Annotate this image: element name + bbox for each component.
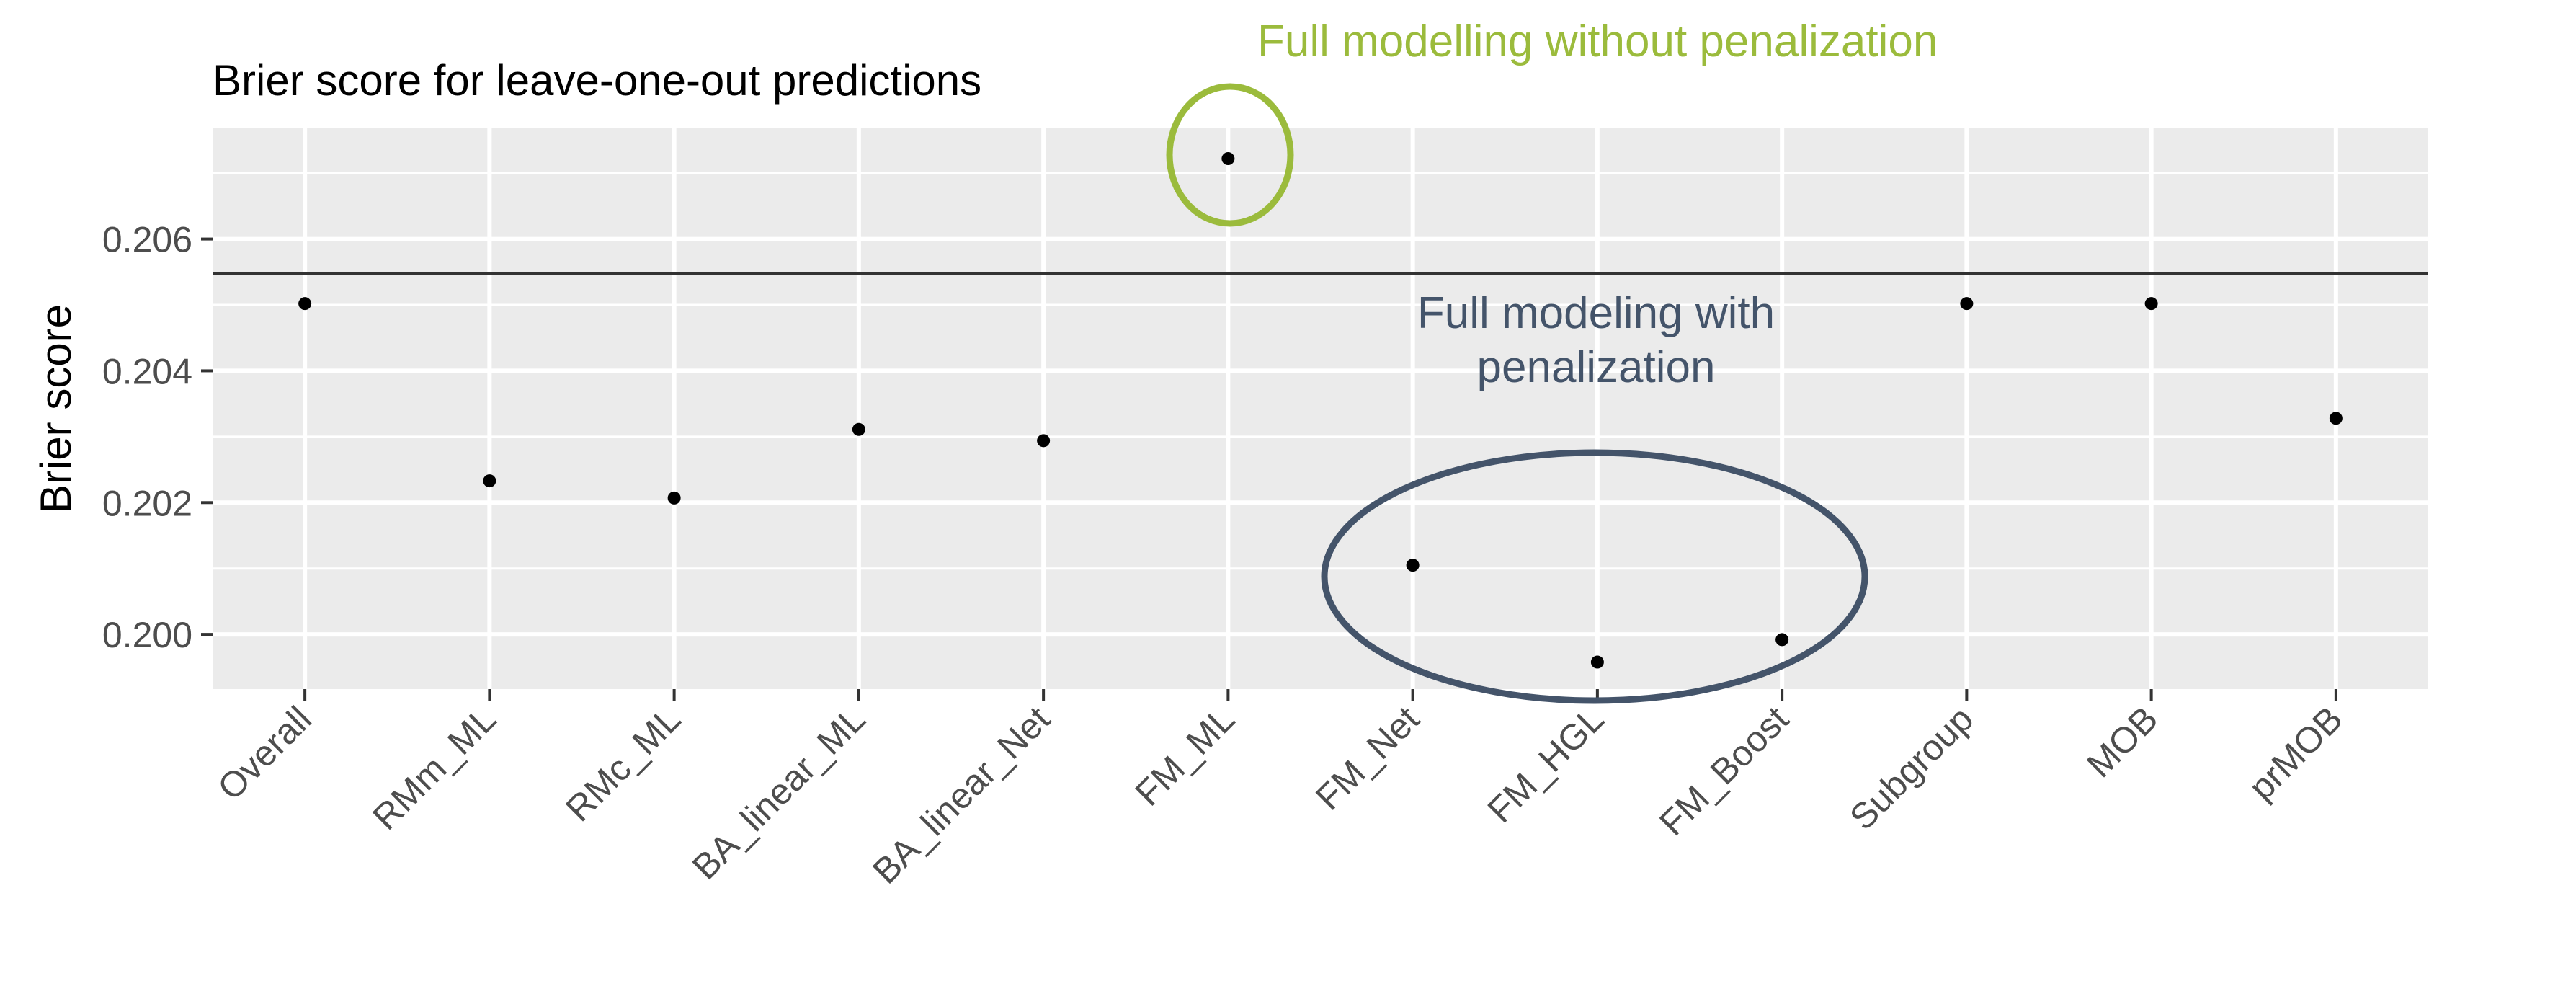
- y-tick-label: 0.200: [102, 615, 192, 655]
- y-tick-label: 0.204: [102, 351, 192, 391]
- data-point-fm-boost: [1775, 633, 1789, 647]
- plot-panel: [213, 128, 2428, 689]
- x-tick-label: BA_linear_Net: [865, 698, 1058, 892]
- data-points: [298, 152, 2343, 669]
- annotation-penalized-label-line1: Full modeling with: [1417, 288, 1775, 338]
- data-point-rmc-ml: [667, 491, 681, 505]
- data-point-overall: [298, 297, 312, 311]
- chart-title: Brier score for leave-one-out prediction…: [213, 56, 981, 105]
- x-tick-label: FM_Boost: [1652, 698, 1796, 843]
- major-gridlines-x: [303, 128, 2338, 689]
- y-tick-label: 0.206: [102, 220, 192, 260]
- data-point-subgroup: [1960, 297, 1974, 311]
- y-axis-ticks: 0.200 0.202 0.204 0.206: [102, 220, 213, 655]
- x-tick-label: FM_HGL: [1480, 698, 1612, 830]
- x-tick-label: Subgroup: [1842, 698, 1981, 838]
- x-tick-label: MOB: [2079, 698, 2165, 785]
- data-point-fm-ml: [1221, 152, 1235, 166]
- x-tick-label: RMm_ML: [365, 698, 504, 838]
- data-point-fm-hgl: [1590, 655, 1604, 669]
- x-tick-label: Overall: [210, 698, 319, 808]
- data-point-rmm-ml: [483, 474, 496, 488]
- major-gridlines-y: [213, 236, 2428, 637]
- y-axis-title: Brier score: [32, 304, 80, 513]
- data-point-ba-linear-net: [1037, 434, 1051, 448]
- x-tick-label: FM_ML: [1128, 698, 1242, 813]
- minor-gridlines: [213, 172, 2428, 570]
- annotation-penalized-label-line2: penalization: [1477, 342, 1716, 392]
- annotation-penalized-ellipse: [1321, 449, 1868, 704]
- data-point-mob: [2144, 297, 2158, 311]
- y-tick-label: 0.202: [102, 483, 192, 523]
- x-tick-label: FM_Net: [1308, 698, 1427, 817]
- data-point-prmob: [2329, 412, 2343, 425]
- x-tick-label: prMOB: [2241, 698, 2350, 808]
- annotation-unpenalized-label: Full modelling without penalization: [1257, 17, 1938, 66]
- x-axis-ticks: Overall RMm_ML RMc_MLBA_linear_MLBA_linear…: [210, 689, 2350, 892]
- annotation-unpenalized-ellipse: [1166, 83, 1294, 227]
- x-tick-label: BA_linear_ML: [685, 698, 873, 887]
- data-point-ba-linear-ml: [852, 422, 865, 436]
- data-point-fm-net: [1406, 559, 1420, 572]
- x-tick-label: RMc_ML: [558, 698, 688, 829]
